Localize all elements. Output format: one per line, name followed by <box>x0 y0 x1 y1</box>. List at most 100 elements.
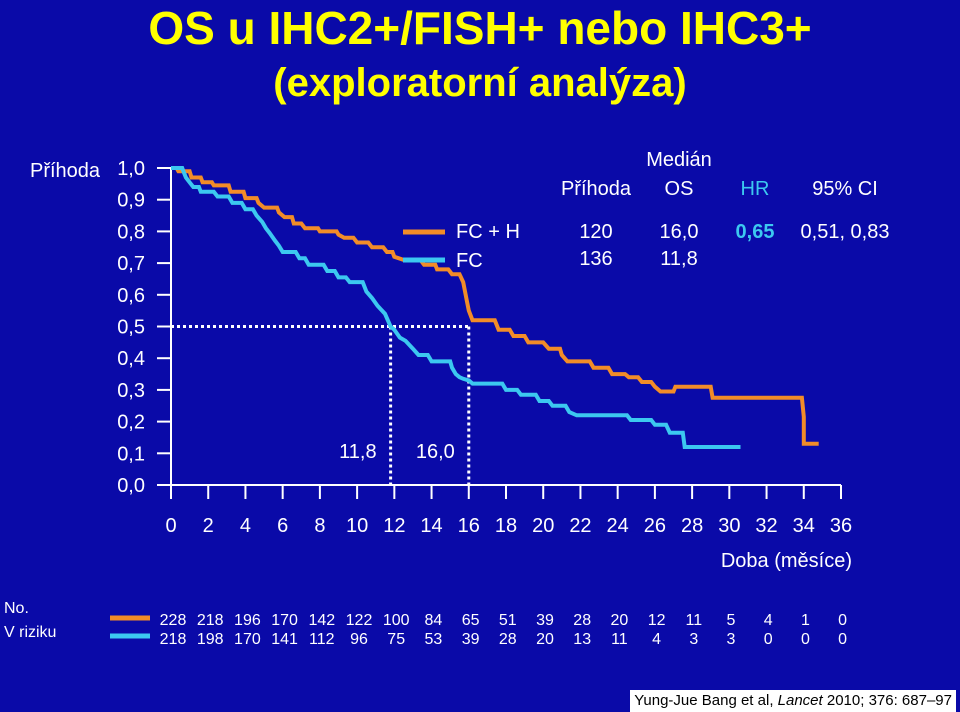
x-tick-labels: 0 2 4 6 8 10 12 14 16 18 20 22 24 26 28 30 32 34 36 <box>165 515 852 537</box>
risk-value-fc: 96 <box>350 631 368 648</box>
x-tick-label: 30 <box>718 515 740 537</box>
risk-value-fc: 170 <box>234 631 261 648</box>
x-tick-label: 20 <box>532 515 554 537</box>
risk-value-fc-h: 28 <box>573 612 591 629</box>
legend-header-os: OS <box>665 178 694 200</box>
risk-value-fc: 75 <box>387 631 405 648</box>
x-tick-label: 8 <box>314 515 325 537</box>
legend-median-fc: 11,8 <box>660 248 697 270</box>
y-tick-label: 0,4 <box>117 348 145 370</box>
risk-value-fc-h: 5 <box>727 612 736 629</box>
citation-journal: Lancet <box>777 692 823 709</box>
y-tick-label: 0,7 <box>117 253 145 275</box>
risk-value-fc-h: 170 <box>271 612 298 629</box>
y-tick-label: 0,9 <box>117 190 145 212</box>
risk-value-fc-h: 0 <box>838 612 847 629</box>
risk-value-fc-h: 4 <box>764 612 773 629</box>
risk-value-fc-h: 142 <box>308 612 335 629</box>
legend-table: Medián Příhoda OS HR 95% CI FC + H 120 1… <box>403 149 889 272</box>
risk-value-fc-h: 218 <box>197 612 224 629</box>
median-label: 11,8 <box>339 441 376 463</box>
risk-value-fc-h: 11 <box>685 612 702 629</box>
risk-label-at-risk: V riziku <box>4 624 56 641</box>
x-tick-label: 22 <box>569 515 591 537</box>
x-tick-label: 24 <box>607 515 629 537</box>
x-tick-label: 2 <box>203 515 214 537</box>
risk-row-fc: 218 198 170 141 112 96 75 53 39 28 20 13 11 4 3 3 0 0 0 <box>160 631 847 648</box>
x-tick-label: 12 <box>383 515 405 537</box>
citation-authors: Yung-Jue Bang et al, <box>634 692 778 709</box>
legend-events-fc-h: 120 <box>579 221 612 243</box>
legend-name-fc: FC <box>456 250 483 272</box>
x-tick-label: 18 <box>495 515 517 537</box>
legend-header-events: Příhoda <box>561 178 632 200</box>
risk-value-fc: 141 <box>271 631 298 648</box>
page-title: OS u IHC2+/FISH+ nebo IHC3+ <box>148 2 812 54</box>
y-tick-label: 0,5 <box>117 317 145 339</box>
risk-value-fc: 39 <box>462 631 480 648</box>
x-tick-label: 16 <box>458 515 480 537</box>
risk-value-fc: 4 <box>652 631 661 648</box>
risk-value-fc: 53 <box>425 631 443 648</box>
x-axis-label: Doba (měsíce) <box>721 550 852 572</box>
legend-events-fc: 136 <box>579 248 612 270</box>
y-axis-label: Příhoda <box>30 160 101 182</box>
risk-value-fc: 13 <box>573 631 591 648</box>
survival-curves <box>171 166 819 449</box>
legend-hr-value: 0,65 <box>736 221 775 243</box>
risk-table: No. V riziku 228 218 196 170 142 122 100 84 65 51… <box>4 600 847 648</box>
legend-header-median: Medián <box>646 149 712 171</box>
risk-value-fc: 11 <box>611 631 628 648</box>
x-tick-label: 34 <box>793 515 815 537</box>
risk-value-fc-h: 20 <box>611 612 629 629</box>
risk-value-fc: 3 <box>689 631 698 648</box>
curve-fc <box>171 166 741 449</box>
y-tick-label: 0,1 <box>117 443 145 465</box>
risk-value-fc: 3 <box>727 631 736 648</box>
x-tick-label: 26 <box>644 515 666 537</box>
y-tick-label: 0,2 <box>117 412 145 434</box>
median-label: 16,0 <box>416 441 455 463</box>
legend-header-hr: HR <box>741 178 770 200</box>
median-guides: 11,8 16,0 <box>171 325 471 485</box>
risk-value-fc: 0 <box>801 631 810 648</box>
curve-fc-h <box>171 166 819 446</box>
y-tick-label: 0,0 <box>117 475 145 497</box>
risk-value-fc-h: 65 <box>462 612 480 629</box>
risk-value-fc: 218 <box>160 631 187 648</box>
y-tick-label: 0,3 <box>117 380 145 402</box>
risk-value-fc-h: 12 <box>648 612 666 629</box>
risk-value-fc-h: 39 <box>536 612 554 629</box>
risk-value-fc-h: 100 <box>383 612 410 629</box>
x-tick-label: 28 <box>681 515 703 537</box>
risk-value-fc-h: 51 <box>499 612 517 629</box>
x-tick-label: 32 <box>755 515 777 537</box>
y-tick-labels: 0,0 0,1 0,2 0,3 0,4 0,5 0,6 0,7 0,8 0,9 1,0 <box>117 158 145 497</box>
legend-header-ci: 95% CI <box>812 178 878 200</box>
risk-label-no: No. <box>4 600 29 617</box>
risk-value-fc-h: 84 <box>425 612 443 629</box>
x-tick-label: 10 <box>346 515 368 537</box>
citation-rest: 2010; 376: 687–97 <box>822 692 952 709</box>
risk-value-fc: 28 <box>499 631 517 648</box>
y-tick-label: 0,8 <box>117 221 145 243</box>
y-tick-label: 0,6 <box>117 285 145 307</box>
x-tick-label: 4 <box>240 515 251 537</box>
risk-value-fc-h: 122 <box>346 612 373 629</box>
y-tick-label: 1,0 <box>117 158 145 180</box>
x-tick-label: 36 <box>830 515 852 537</box>
x-tick-label: 6 <box>277 515 288 537</box>
x-tick-label: 0 <box>165 515 176 537</box>
risk-value-fc: 20 <box>536 631 554 648</box>
legend-ci-value: 0,51, 0,83 <box>801 221 890 243</box>
x-tick-label: 14 <box>420 515 442 537</box>
legend-name-fc-h: FC + H <box>456 221 520 243</box>
risk-value-fc-h: 228 <box>160 612 187 629</box>
legend-median-fc-h: 16,0 <box>660 221 699 243</box>
risk-value-fc: 0 <box>838 631 847 648</box>
risk-value-fc: 198 <box>197 631 224 648</box>
risk-row-fc-h: 228 218 196 170 142 122 100 84 65 51 39 28 20 12 11 5 4 1… <box>160 612 847 629</box>
risk-value-fc-h: 196 <box>234 612 261 629</box>
risk-value-fc: 0 <box>764 631 773 648</box>
